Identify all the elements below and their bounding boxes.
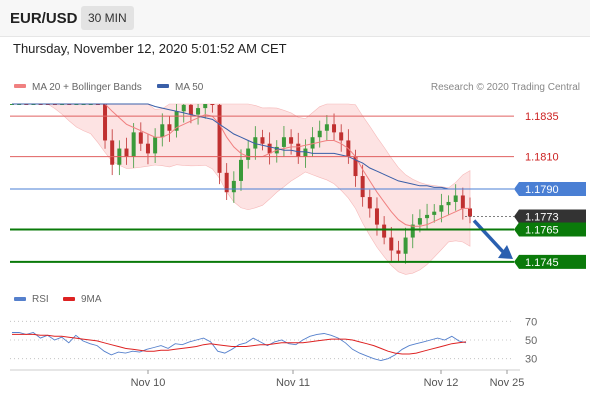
symbol-title: EUR/USD [10,10,78,27]
ma20-legend-swatch [14,84,26,88]
ma50-line [12,103,470,190]
candle-body [124,148,129,157]
x-tick-label-2: Nov 12 [424,377,459,389]
candle-body [317,130,322,138]
candle-body [332,124,337,133]
candle-body [260,137,265,144]
level-tag-1.1745 [514,254,586,269]
candle-body [231,180,236,193]
rsi-ma-legend-swatch [63,297,75,301]
candle-body [153,137,158,154]
x-axis: Nov 10 Nov 11 Nov 12 Nov 25 [131,370,525,389]
candle-body [203,104,208,109]
level-tag-1.1773 [514,209,586,224]
price-levels: 1.1835 1.1810 1.1790 1.1773 1.1745 1.1765 [10,111,586,269]
rsi-tick-50: 50 [525,335,537,347]
rsi-plot: 70 50 30 [10,316,537,366]
candle-body [246,148,251,160]
candle-body [131,132,136,157]
header-bar: EUR/USD 30 MIN [0,0,590,37]
candle-body [432,211,437,215]
candle-body [145,143,150,154]
level-tag-1.1790 [514,182,586,196]
level-label-1.1765: 1.1765 [525,224,559,236]
candle-body [468,208,472,217]
forecast-arrow-shaft [472,219,506,255]
candle-body [425,214,430,219]
candle-body [217,104,222,173]
candle-body [110,140,115,165]
rsi-ma-legend-label: 9MA [81,294,102,305]
rsi-line [12,332,467,361]
candle-body [460,195,465,209]
candle-body [410,224,415,238]
candle-body [396,250,401,254]
candle-body [196,108,201,115]
candle-body [160,124,165,138]
candle-body [374,208,379,225]
candle-body [367,197,372,209]
candle-body [167,124,172,131]
candle-body [188,104,193,115]
candle-body [324,124,329,131]
datetime-label: Thursday, November 12, 2020 5:01:52 AM C… [13,41,287,56]
candle-body [360,176,365,198]
forecast-arrow-head [498,244,513,259]
candle-body [224,172,229,193]
x-tick-label-1: Nov 11 [276,377,310,389]
level-label-1.1835: 1.1835 [525,111,559,123]
candle-body [417,218,422,225]
rsi-legend-label: RSI [32,294,49,305]
ma20-legend-label: MA 20 + Bollinger Bands [32,82,142,93]
ma50-legend-swatch [157,84,169,88]
candle-body [339,132,344,141]
candle-body [253,137,258,149]
level-label-1.1773: 1.1773 [525,212,559,224]
candle-body [289,137,294,144]
candle-body [303,148,308,157]
x-tick-label-3: Nov 25 [490,377,525,389]
candle-body [210,104,215,105]
candle-body [439,205,444,212]
candle-body [281,137,286,147]
candle-body [353,156,358,177]
candle-body [181,104,186,112]
timeframe-button[interactable]: 30 MIN [81,6,134,30]
candle-body [453,195,458,202]
ma50-legend-label: MA 50 [175,82,204,93]
candle-body [296,143,301,157]
rsi-tick-70: 70 [525,316,537,328]
level-label-1.1745: 1.1745 [525,257,559,269]
candle-body [382,224,387,238]
x-tick-label-0: Nov 10 [131,377,166,389]
level-label-1.1790: 1.1790 [525,184,559,196]
candle-body [446,201,451,206]
credit-label: Research © 2020 Trading Central [431,82,580,93]
candle-body [174,111,179,131]
candle-body [267,143,272,154]
rsi-ma-line [12,333,467,355]
candle-body [403,237,408,254]
level-tag-1.1765 [514,222,586,237]
rsi-tick-30: 30 [525,354,537,366]
candle-body [138,132,143,144]
level-label-1.1810: 1.1810 [525,152,559,164]
candles [10,104,472,264]
candle-body [103,104,108,141]
candle-body [239,159,243,181]
candle-body [389,237,394,251]
rsi-legend-swatch [14,297,26,301]
candle-body [310,137,315,149]
